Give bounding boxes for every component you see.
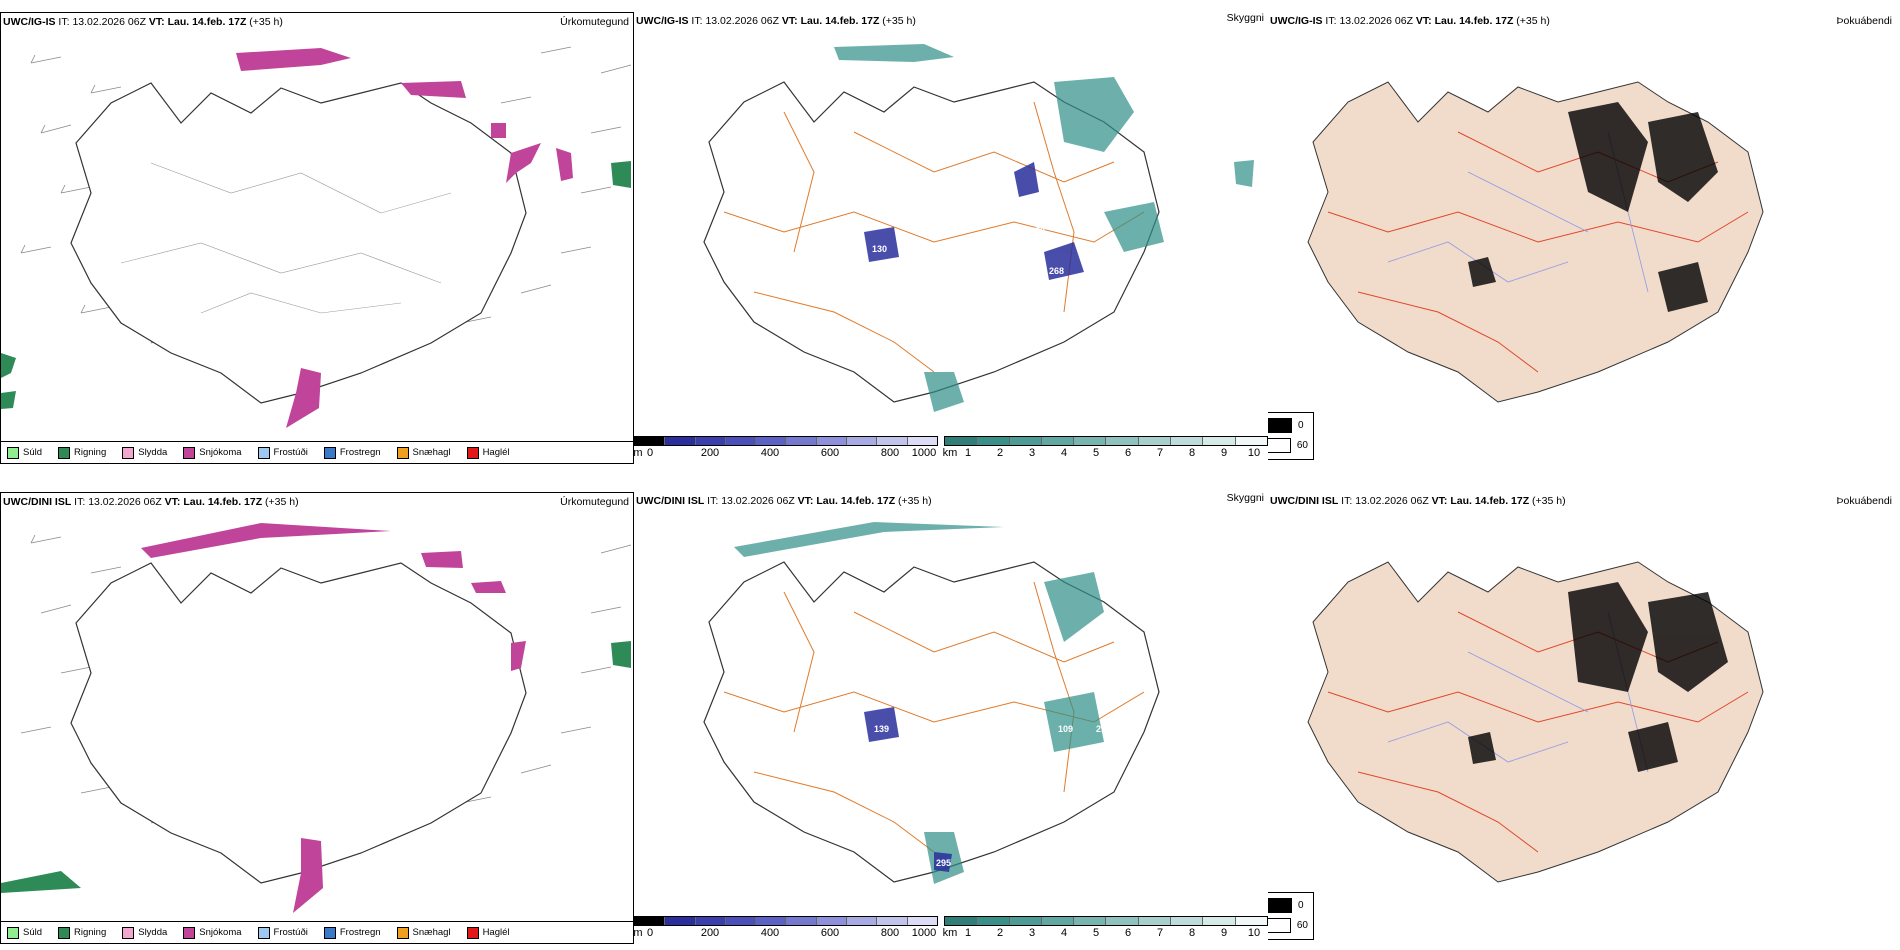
legend-item: Rigning: [58, 446, 106, 459]
panel-type: Þokuábendi: [1836, 15, 1892, 27]
panel-type: Þokuábendi: [1836, 495, 1892, 507]
panel-type: Skyggni: [1226, 12, 1264, 24]
fog-map: [1307, 81, 1764, 403]
legend-item: Slydda: [122, 446, 167, 459]
header: UWC/IG-IS IT: 13.02.2026 06Z VT: Lau. 14…: [636, 15, 916, 27]
svg-text:207: 207: [1132, 682, 1147, 692]
precip-legend: Súld Rigning Slydda Snjókoma Frostúði Fr…: [1, 921, 633, 943]
legend-item: Frostúði: [257, 926, 308, 939]
snow-areas: [236, 48, 573, 428]
visibility-map: 139 295 109 215 207: [703, 522, 1160, 884]
header: UWC/IG-IS IT: 13.02.2026 06Z VT: Lau. 14…: [1270, 15, 1550, 27]
rain-areas: [1, 161, 631, 409]
svg-text:268: 268: [1049, 266, 1064, 276]
legend-item: Haglél: [466, 446, 510, 459]
legend-item: Snjókoma: [183, 446, 242, 459]
visibility-scale-km: km 1 2 3 4 5 6 7 8 9 10: [943, 916, 1268, 940]
legend-item: Snjókoma: [183, 926, 242, 939]
header: UWC/DINI ISL IT: 13.02.2026 06Z VT: Lau.…: [636, 495, 932, 507]
visibility-panel-row1: 130 557 378 268 196 168 56 767 UWC/IG-IS…: [634, 12, 1268, 464]
legend-item: Slydda: [122, 926, 167, 939]
legend-item: Snæhagl: [396, 926, 451, 939]
svg-text:215: 215: [1096, 724, 1111, 734]
svg-text:109: 109: [1058, 724, 1073, 734]
precip-panel-row2: UWC/DINI ISL IT: 13.02.2026 06Z VT: Lau.…: [0, 492, 634, 944]
svg-text:168: 168: [1106, 256, 1121, 266]
fog-key: 0 60: [1268, 412, 1314, 460]
svg-text:557: 557: [992, 204, 1007, 214]
iceland-outline: [70, 82, 527, 404]
header: UWC/DINI ISL IT: 13.02.2026 06Z VT: Lau.…: [3, 496, 299, 508]
svg-text:295: 295: [936, 858, 951, 868]
legend-item: Frostregn: [323, 926, 381, 939]
svg-text:56: 56: [1142, 140, 1152, 150]
precip-panel-row1: UWC/IG-IS IT: 13.02.2026 06Z VT: Lau. 14…: [0, 12, 634, 464]
legend-item: Súld: [7, 446, 42, 459]
precip-map: [1, 46, 632, 428]
svg-text:130: 130: [872, 244, 887, 254]
precip-legend: Súld Rigning Slydda Snjókoma Frostúði Fr…: [1, 441, 633, 463]
legend-item: Frostregn: [323, 446, 381, 459]
header: UWC/IG-IS IT: 13.02.2026 06Z VT: Lau. 14…: [3, 16, 283, 28]
fog-panel-row1: UWC/IG-IS IT: 13.02.2026 06Z VT: Lau. 14…: [1268, 12, 1900, 464]
header: UWC/DINI ISL IT: 13.02.2026 06Z VT: Lau.…: [1270, 495, 1566, 507]
panel-type: Úrkomutegund: [560, 496, 629, 508]
fog-key: 0 60: [1268, 892, 1314, 940]
svg-text:767: 767: [1180, 148, 1195, 158]
panel-type: Úrkomutegund: [560, 16, 629, 28]
visibility-panel-row2: 139 295 109 215 207 UWC/DINI ISL IT: 13.…: [634, 492, 1268, 944]
svg-text:139: 139: [874, 724, 889, 734]
visibility-scale-km: km 1 2 3 4 5 6 7 8 9 10: [943, 436, 1268, 460]
visibility-scale-m: m 0 200 400 600 800 1000: [634, 916, 938, 940]
legend-item: Frostúði: [257, 446, 308, 459]
visibility-map: 130 557 378 268 196 168 56 767: [703, 44, 1254, 412]
visibility-labels: 130 557 378 268 196 168 56 767: [872, 140, 1195, 282]
legend-item: Súld: [7, 926, 42, 939]
svg-text:378: 378: [1030, 226, 1045, 236]
visibility-scale-m: m 0 200 400 600 800 1000: [634, 436, 938, 460]
panel-type: Skyggni: [1226, 492, 1264, 504]
visibility-labels: 139 295 109 215 207: [874, 682, 1147, 868]
precip-map: [1, 523, 632, 913]
legend-item: Rigning: [58, 926, 106, 939]
svg-text:196: 196: [1096, 272, 1111, 282]
legend-item: Snæhagl: [396, 446, 451, 459]
fog-map: [1307, 561, 1764, 883]
legend-item: Haglél: [466, 926, 510, 939]
fog-panel-row2: UWC/DINI ISL IT: 13.02.2026 06Z VT: Lau.…: [1268, 492, 1900, 944]
